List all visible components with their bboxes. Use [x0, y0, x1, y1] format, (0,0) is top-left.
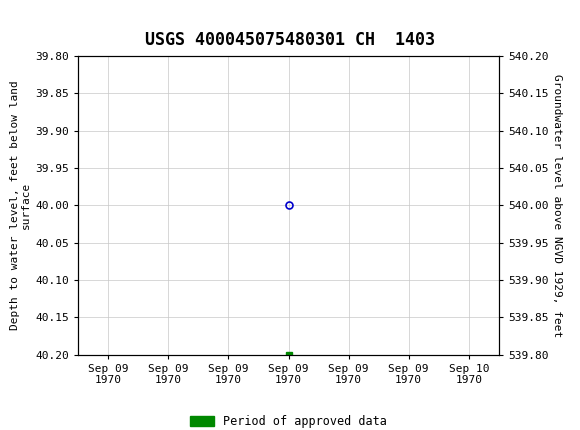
Legend: Period of approved data: Period of approved data: [186, 410, 392, 430]
Y-axis label: Groundwater level above NGVD 1929, feet: Groundwater level above NGVD 1929, feet: [553, 74, 563, 337]
Y-axis label: Depth to water level, feet below land
surface: Depth to water level, feet below land su…: [10, 80, 31, 330]
Text: USGS 400045075480301 CH  1403: USGS 400045075480301 CH 1403: [145, 31, 435, 49]
Text: ≡USGS: ≡USGS: [6, 9, 77, 27]
